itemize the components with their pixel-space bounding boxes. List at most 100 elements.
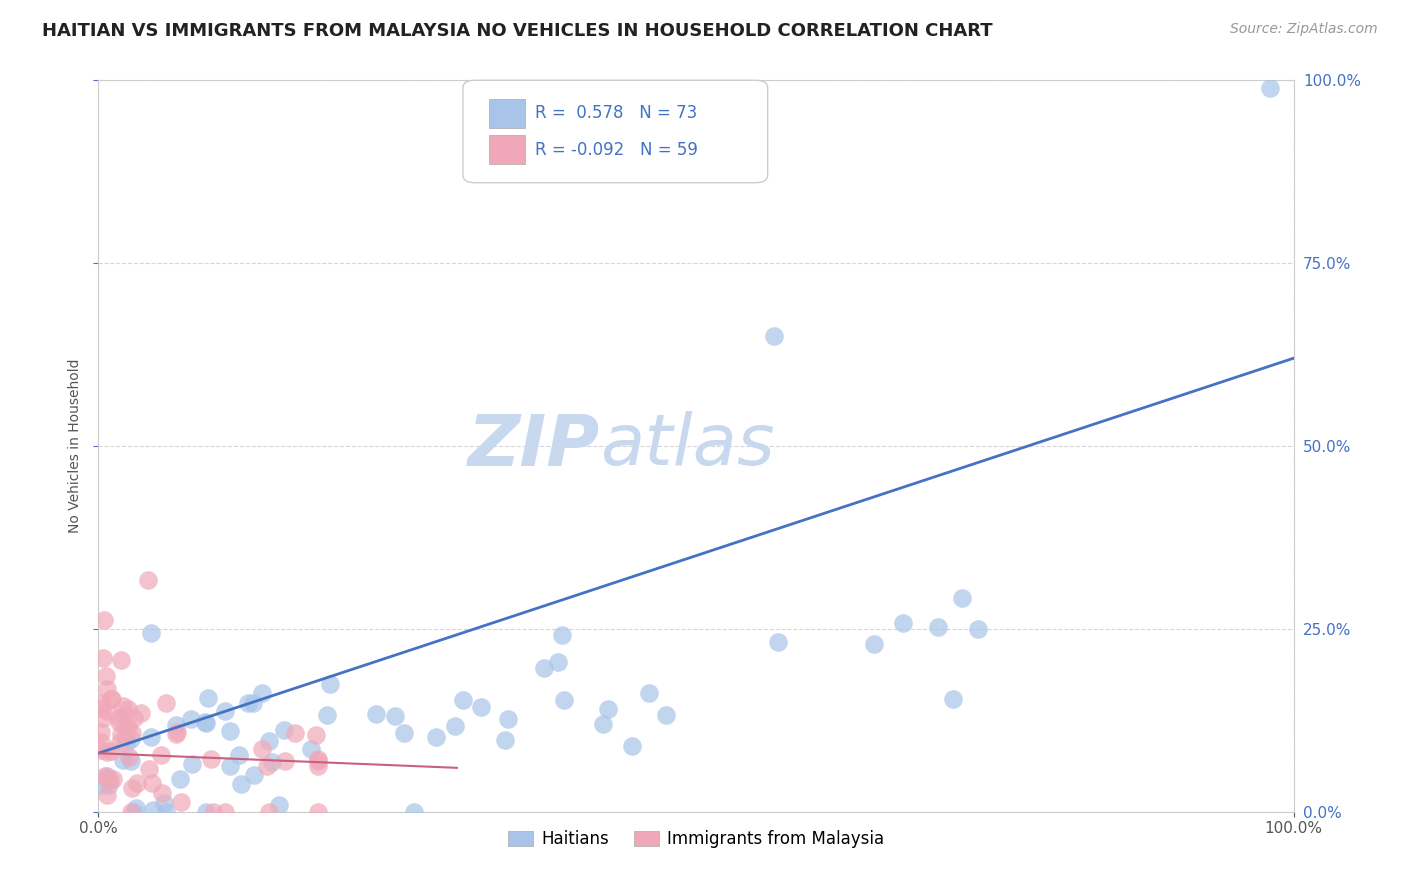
Point	[194, 715, 217, 730]
Point	[121, 726, 143, 740]
Point	[950, 591, 973, 605]
Point	[257, 734, 280, 748]
Point	[170, 796, 193, 810]
Point	[165, 718, 187, 732]
Point	[257, 805, 280, 819]
Point	[91, 711, 114, 725]
Point	[96, 788, 118, 802]
Point	[108, 711, 131, 725]
Point	[121, 781, 143, 796]
FancyBboxPatch shape	[463, 80, 768, 183]
Point	[891, 616, 914, 631]
Point	[90, 696, 112, 710]
Point	[194, 715, 217, 730]
Point	[242, 767, 264, 781]
Point	[94, 669, 117, 683]
Text: ZIP: ZIP	[468, 411, 600, 481]
Point	[425, 730, 447, 744]
Point	[547, 655, 569, 669]
Point	[256, 759, 278, 773]
Point	[155, 696, 177, 710]
Point	[551, 628, 574, 642]
Point	[762, 329, 785, 343]
Text: HAITIAN VS IMMIGRANTS FROM MALAYSIA NO VEHICLES IN HOUSEHOLD CORRELATION CHART: HAITIAN VS IMMIGRANTS FROM MALAYSIA NO V…	[42, 22, 993, 40]
Point	[93, 613, 115, 627]
Point	[110, 653, 132, 667]
Point	[284, 725, 307, 739]
Point	[299, 742, 322, 756]
Point	[118, 749, 141, 764]
Point	[274, 754, 297, 768]
Text: R = -0.092   N = 59: R = -0.092 N = 59	[534, 141, 697, 159]
Point	[98, 772, 121, 787]
Point	[165, 726, 187, 740]
Point	[181, 757, 204, 772]
Point	[219, 759, 242, 773]
Point	[214, 704, 236, 718]
Point	[169, 772, 191, 787]
Point	[470, 700, 492, 714]
Point	[90, 743, 112, 757]
Point	[142, 803, 165, 817]
Point	[927, 620, 949, 634]
Point	[112, 753, 135, 767]
Point	[129, 706, 152, 720]
Point	[384, 708, 406, 723]
Y-axis label: No Vehicles in Household: No Vehicles in Household	[69, 359, 83, 533]
Point	[318, 677, 340, 691]
Point	[100, 692, 122, 706]
Point	[166, 725, 188, 739]
Bar	[489, 98, 524, 128]
Point	[214, 805, 236, 819]
Point	[90, 724, 112, 739]
Point	[91, 650, 114, 665]
Point	[596, 702, 619, 716]
Text: Source: ZipAtlas.com: Source: ZipAtlas.com	[1230, 22, 1378, 37]
Point	[115, 731, 138, 745]
Point	[125, 800, 148, 814]
Point	[93, 769, 115, 783]
Point	[91, 701, 114, 715]
Point	[273, 723, 295, 737]
Point	[494, 733, 516, 747]
Point	[305, 728, 328, 742]
Point	[150, 747, 173, 762]
Point	[117, 720, 139, 734]
Legend: Haitians, Immigrants from Malaysia: Haitians, Immigrants from Malaysia	[501, 823, 891, 855]
Point	[96, 769, 118, 783]
Point	[197, 690, 219, 705]
Point	[218, 723, 240, 738]
Point	[120, 754, 142, 768]
Point	[122, 711, 145, 725]
Point	[250, 686, 273, 700]
Point	[107, 714, 129, 729]
Point	[120, 805, 142, 819]
Point	[201, 805, 224, 819]
Point	[250, 742, 273, 756]
Point	[242, 696, 264, 710]
Point	[139, 730, 162, 744]
Point	[100, 744, 122, 758]
Point	[231, 776, 253, 790]
Point	[862, 637, 884, 651]
Point	[114, 722, 136, 736]
Point	[122, 805, 145, 819]
Point	[150, 786, 173, 800]
Point	[307, 759, 329, 773]
Text: atlas: atlas	[600, 411, 775, 481]
Point	[496, 712, 519, 726]
Point	[127, 775, 149, 789]
Point	[97, 778, 120, 792]
Point	[138, 762, 160, 776]
Point	[402, 805, 425, 819]
Point	[195, 805, 218, 819]
Point	[307, 754, 329, 768]
Point	[620, 739, 643, 753]
Point	[96, 705, 118, 719]
Point	[444, 719, 467, 733]
Point	[267, 797, 290, 812]
Point	[115, 736, 138, 750]
Point	[111, 698, 134, 713]
Point	[108, 735, 131, 749]
Point	[768, 635, 790, 649]
